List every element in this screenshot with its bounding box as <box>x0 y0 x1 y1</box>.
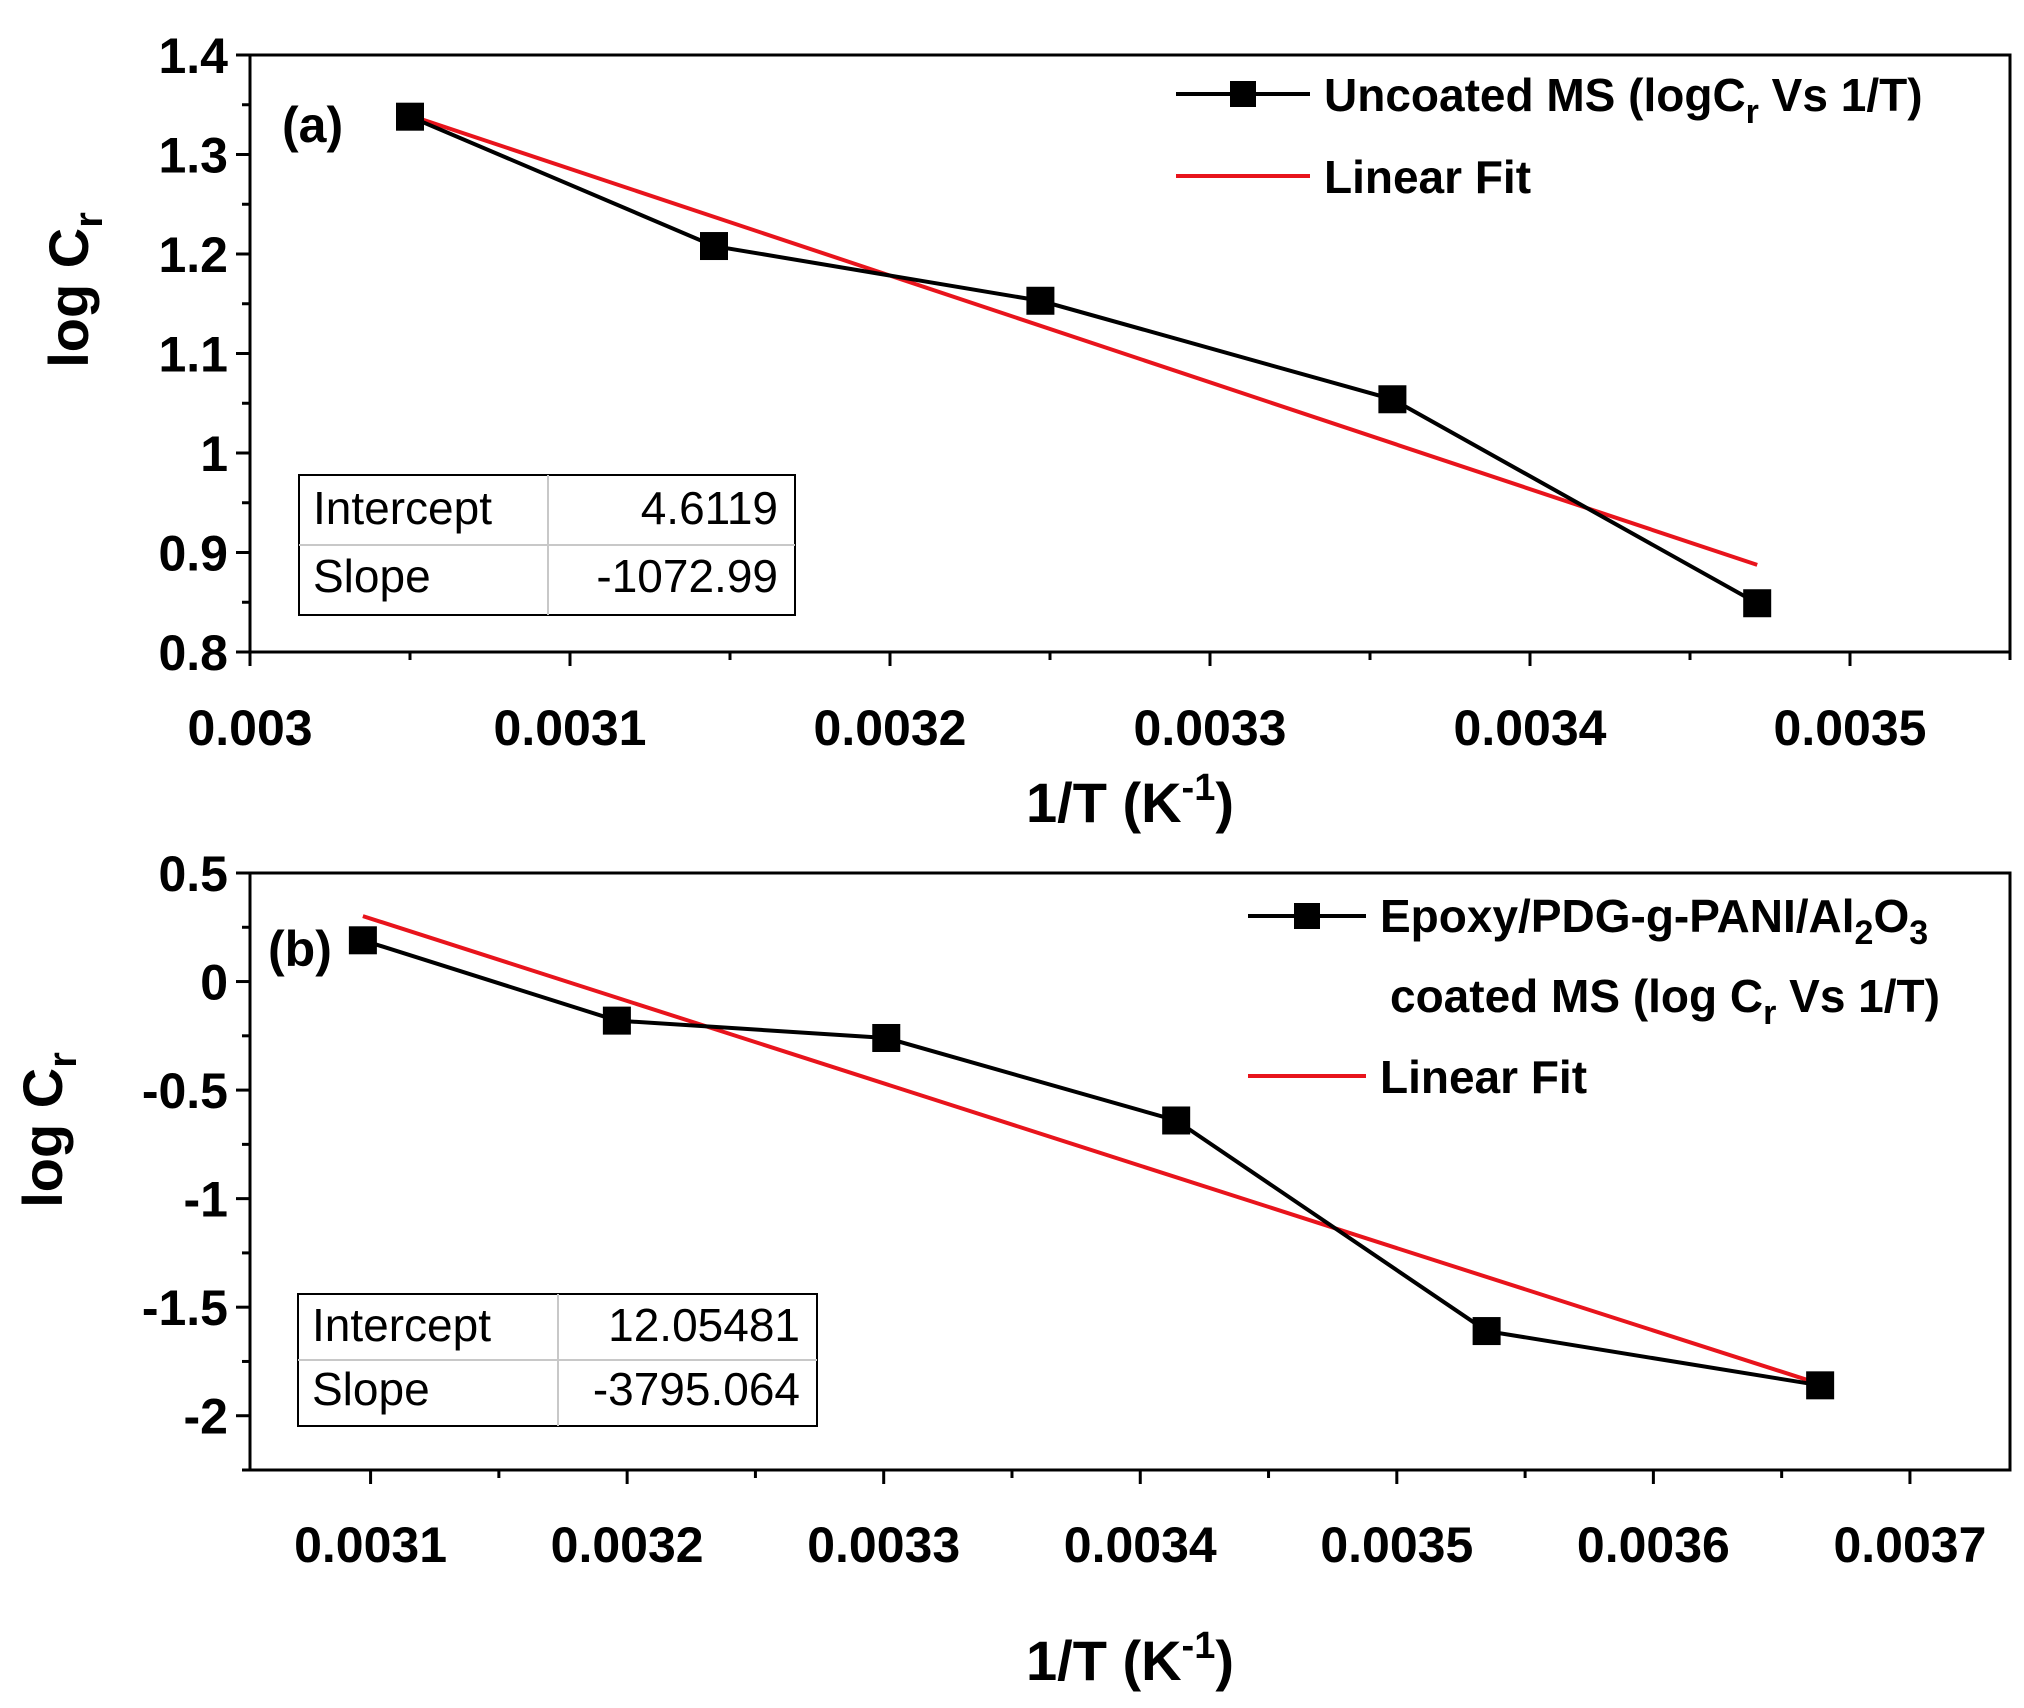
legend-b-series-name: Epoxy/PDG-g-PANI/Al <box>1380 890 1855 942</box>
legend-a-series-label: Uncoated MS (logCr Vs 1/T) <box>1324 69 1923 131</box>
y-tick-label-a: 0.8 <box>158 625 228 681</box>
stats-a-intercept-value: 4.6119 <box>641 482 778 534</box>
data-point-a <box>1026 286 1055 315</box>
x-tick-label-b: 0.0031 <box>294 1517 447 1573</box>
data-point-b <box>1472 1317 1501 1346</box>
data-point-a <box>700 232 728 261</box>
y-tick-label-b: 0 <box>200 955 228 1011</box>
stats-a-intercept-label: Intercept <box>313 482 492 534</box>
x-ticks-a: 0.003 0.0031 0.0032 0.0033 0.0034 0.0035 <box>187 652 2012 756</box>
x-axis-title-a-main: 1/T (K <box>1026 771 1182 834</box>
legend-a-series-end: Vs 1/T) <box>1759 69 1923 121</box>
stats-b-slope-value: -3795.064 <box>593 1363 800 1415</box>
y-axis-title-b-main: log C <box>11 1068 74 1208</box>
fit-group-b <box>362 914 1821 1386</box>
data-point-b <box>872 1023 901 1052</box>
series-group-b <box>348 926 1835 1400</box>
y-tick-label-a: 0.9 <box>158 526 228 582</box>
x-axis-title-b-end: ) <box>1215 1629 1234 1692</box>
y-axis-title-b: log Cr <box>11 1052 85 1208</box>
panel-label-a: (a) <box>282 97 343 153</box>
legend-a-series-sub: r <box>1746 93 1759 131</box>
stats-b-intercept-value: 12.05481 <box>608 1299 800 1351</box>
legend-b-series-line2-sub: r <box>1763 994 1776 1032</box>
legend-a-series-marker <box>1230 81 1256 107</box>
legend-a: Uncoated MS (logCr Vs 1/T) Linear Fit <box>1176 69 1923 203</box>
x-tick-label-a: 0.0031 <box>494 700 647 756</box>
y-tick-label-a: 1.2 <box>158 227 228 283</box>
chart-panel-a: 0.80.911.11.21.31.4 0.003 0.0031 0.0032 0.0… <box>37 28 2012 834</box>
x-tick-label-a: 0.0035 <box>1774 700 1927 756</box>
data-point-a <box>396 102 424 131</box>
y-ticks-a: 0.8 0.9 1 1.1 1.2 1.3 1.4 <box>158 28 250 681</box>
x-axis-title-a-end: ) <box>1215 771 1234 834</box>
data-point-b <box>348 926 377 955</box>
legend-b-series-sub1: 2 <box>1855 914 1874 952</box>
fit-line-a <box>409 113 1758 567</box>
x-tick-label-b: 0.0034 <box>1064 1517 1217 1573</box>
y-axis-title-a-main: log C <box>37 228 100 368</box>
legend-b-series-line2-main: coated MS (log C <box>1390 970 1763 1022</box>
y-axis-title-b-sub: r <box>41 1052 85 1068</box>
x-tick-label-b: 0.0036 <box>1577 1517 1730 1573</box>
y-tick-label-b: -1.5 <box>142 1280 228 1336</box>
x-tick-label-a: 0.0032 <box>814 700 967 756</box>
x-tick-label-b: 0.0032 <box>551 1517 704 1573</box>
y-tick-label-b: -2 <box>184 1389 228 1445</box>
y-tick-label-b: 0.5 <box>158 846 228 902</box>
x-tick-label-b: 0.0037 <box>1833 1517 1986 1573</box>
data-point-b <box>1806 1371 1835 1400</box>
legend-b-series-marker <box>1294 903 1320 929</box>
x-ticks-b: 0.0031 0.0032 0.0033 0.0034 0.0035 0.0036 0.00… <box>294 1470 1986 1573</box>
x-axis-title-b-sup: -1 <box>1182 1625 1216 1667</box>
y-tick-label-a: 1.4 <box>158 28 228 84</box>
fit-line-b <box>362 914 1821 1386</box>
y-tick-label-b: -0.5 <box>142 1063 228 1119</box>
data-point-b <box>1162 1106 1191 1135</box>
plot-frame-b <box>248 871 2012 1472</box>
x-tick-label-a: 0.003 <box>187 700 312 756</box>
stats-a-slope-label: Slope <box>313 550 431 602</box>
y-tick-label-a: 1.1 <box>158 327 228 383</box>
x-axis-title-b: 1/T (K-1) <box>1026 1625 1234 1692</box>
fit-group-a <box>409 113 1758 567</box>
legend-b-series-label-line1: Epoxy/PDG-g-PANI/Al2O3 <box>1380 890 1928 952</box>
x-axis-title-a-sup: -1 <box>1182 767 1216 809</box>
legend-b-series-label-line2: coated MS (log Cr Vs 1/T) <box>1390 970 1940 1032</box>
y-ticks-b: -2 -1.5 -1 -0.5 0 0.5 <box>142 846 250 1472</box>
legend-a-fit-label: Linear Fit <box>1324 151 1531 203</box>
data-point-a <box>1743 589 1772 618</box>
stats-table-b: Intercept 12.05481 Slope -3795.064 <box>297 1293 818 1427</box>
stats-table-a: Intercept 4.6119 Slope -1072.99 <box>298 474 796 616</box>
legend-b-series-line2-end: Vs 1/T) <box>1776 970 1940 1022</box>
chart-panel-b: -2-1.5-1-0.500.5 0.0031 0.0032 0.0033 0.003… <box>11 846 2012 1692</box>
legend-a-series-name: Uncoated MS (logC <box>1324 69 1746 121</box>
y-tick-label-b: -1 <box>184 1172 228 1228</box>
legend-b-series-mid: O <box>1873 890 1909 942</box>
x-tick-label-b: 0.0033 <box>807 1517 960 1573</box>
legend-b: Epoxy/PDG-g-PANI/Al2O3 coated MS (log Cr… <box>1248 890 1940 1103</box>
panel-label-b: (b) <box>268 921 332 977</box>
series-group-a <box>396 102 1772 618</box>
data-point-b <box>602 1006 631 1035</box>
stats-b-slope-label: Slope <box>312 1363 430 1415</box>
stats-b-intercept-label: Intercept <box>312 1299 491 1351</box>
series-line-b <box>362 938 1821 1388</box>
legend-b-fit-label: Linear Fit <box>1380 1051 1587 1103</box>
stats-a-slope-value: -1072.99 <box>596 550 778 602</box>
x-tick-label-b: 0.0035 <box>1320 1517 1473 1573</box>
data-point-a <box>1378 385 1407 414</box>
legend-b-series-sub2: 3 <box>1909 914 1928 952</box>
y-tick-label-a: 1.3 <box>158 128 228 184</box>
x-axis-title-a: 1/T (K-1) <box>1026 767 1234 834</box>
y-tick-label-a: 1 <box>200 426 228 482</box>
y-axis-title-a-sub: r <box>67 212 111 228</box>
x-axis-title-b-main: 1/T (K <box>1026 1629 1182 1692</box>
y-axis-title-a: log Cr <box>37 212 111 368</box>
x-tick-label-a: 0.0033 <box>1134 700 1287 756</box>
x-tick-label-a: 0.0034 <box>1454 700 1607 756</box>
